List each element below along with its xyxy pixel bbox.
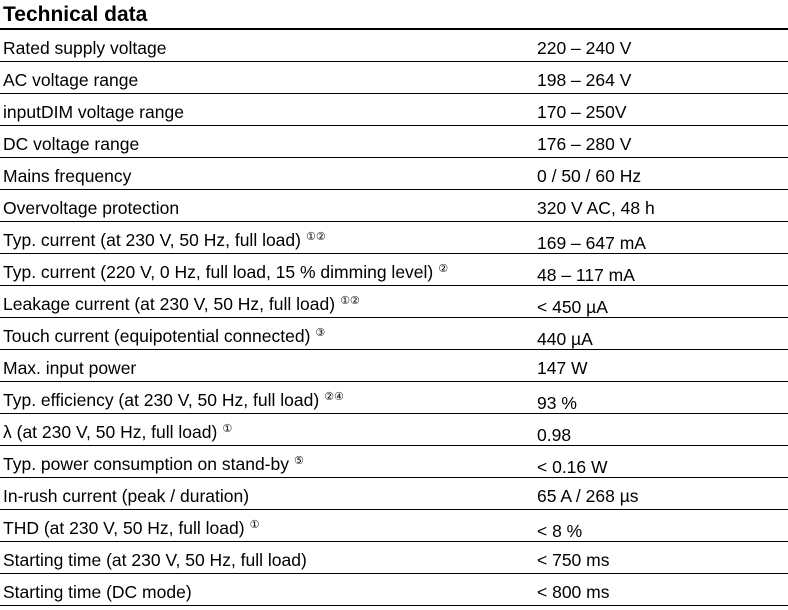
parameter-value: 170 – 250V [537,102,627,122]
table-row: Max. input power 147 W [0,350,788,382]
table-row: Typ. current (220 V, 0 Hz, full load, 15… [0,254,788,286]
parameter-label-text: Starting time (DC mode) [3,582,192,602]
footnote-markers: ① [249,519,260,531]
parameter-label: Typ. current (at 230 V, 50 Hz, full load… [3,227,326,250]
table-row: Typ. power consumption on stand-by ⑤ < 0.1… [0,446,788,478]
footnote-markers: ⑤ [294,455,304,467]
parameter-value: 48 – 117 mA [537,265,635,285]
parameter-value: < 450 µA [537,297,608,317]
table-row: Leakage current (at 230 V, 50 Hz, full l… [0,286,788,318]
table-row: AC voltage range 198 – 264 V [0,62,788,94]
table-row: THD (at 230 V, 50 Hz, full load) ① < 8 % [0,510,788,542]
parameter-value: 220 – 240 V [537,38,632,58]
parameter-label: Typ. current (220 V, 0 Hz, full load, 15… [3,259,448,282]
parameter-label-text: AC voltage range [3,70,139,90]
parameter-value: < 750 ms [537,550,610,570]
table-row: λ (at 230 V, 50 Hz, full load) ① 0.98 [0,414,788,446]
parameter-value: < 0.16 W [537,457,608,477]
parameter-label: In-rush current (peak / duration) [3,486,249,506]
parameter-label: Typ. power consumption on stand-by ⑤ [3,451,304,474]
table-row: Touch current (equipotential connected) ③… [0,318,788,350]
parameter-value: 65 A / 268 µs [537,486,639,506]
parameter-label: λ (at 230 V, 50 Hz, full load) ① [3,419,232,442]
parameter-label: Overvoltage protection [3,198,179,218]
footnote-markers: ①② [305,231,326,243]
parameter-value: < 8 % [537,521,583,541]
parameter-label-text: inputDIM voltage range [3,102,184,122]
parameter-label-text: Typ. current (at 230 V, 50 Hz, full load… [3,230,301,250]
parameter-value: 176 – 280 V [537,134,632,154]
parameter-label-text: DC voltage range [3,134,140,154]
parameter-value: 0 / 50 / 60 Hz [537,166,642,186]
parameter-label: THD (at 230 V, 50 Hz, full load) ① [3,515,259,538]
parameter-label-text: Max. input power [3,358,137,378]
parameter-value: 0.98 [537,425,572,445]
parameter-label-text: Overvoltage protection [3,198,180,218]
parameter-label-text: THD (at 230 V, 50 Hz, full load) [3,518,245,538]
table-row: Starting time (DC mode) < 800 ms [0,574,788,606]
section-title: Technical data [3,3,148,26]
parameter-label: Leakage current (at 230 V, 50 Hz, full l… [3,291,360,314]
parameter-label-text: Mains frequency [3,166,132,186]
parameter-value: 198 – 264 V [537,70,632,90]
technical-data-table: Rated supply voltage 220 – 240 V AC voltag… [0,30,788,606]
table-row: Typ. current (at 230 V, 50 Hz, full load… [0,222,788,254]
parameter-label: AC voltage range [3,70,138,90]
parameter-label: Typ. efficiency (at 230 V, 50 Hz, full l… [3,387,344,410]
parameter-label: Max. input power [3,358,136,378]
table-row: inputDIM voltage range 170 – 250V [0,94,788,126]
parameter-label: Rated supply voltage [3,38,166,58]
parameter-value: < 800 ms [537,582,610,602]
table-row: Starting time (at 230 V, 50 Hz, full loa… [0,542,788,574]
parameter-label: inputDIM voltage range [3,102,184,122]
parameter-value: 440 µA [537,329,593,349]
parameter-label-text: Typ. power consumption on stand-by [3,454,289,474]
parameter-value: 93 % [537,393,577,413]
footnote-markers: ③ [315,327,326,339]
footnote-markers: ② [438,263,449,275]
parameter-label-text: Typ. current (220 V, 0 Hz, full load, 15… [3,262,434,282]
parameter-value: 320 V AC, 48 h [537,198,655,218]
parameter-label: Starting time (at 230 V, 50 Hz, full loa… [3,550,307,570]
table-row: Mains frequency 0 / 50 / 60 Hz [0,158,788,190]
footnote-markers: ②④ [324,391,344,403]
parameter-value: 169 – 647 mA [537,233,646,253]
parameter-label-text: Starting time (at 230 V, 50 Hz, full loa… [3,550,307,570]
parameter-label-text: Typ. efficiency (at 230 V, 50 Hz, full l… [3,390,320,410]
parameter-label: Touch current (equipotential connected) ③ [3,323,325,346]
footnote-markers: ①② [340,295,360,307]
table-row: In-rush current (peak / duration) 65 A / … [0,478,788,510]
parameter-label-text: Leakage current (at 230 V, 50 Hz, full l… [3,294,336,314]
table-row: DC voltage range 176 – 280 V [0,126,788,158]
parameter-label-text: Rated supply voltage [3,38,167,58]
parameter-label: DC voltage range [3,134,139,154]
footnote-markers: ① [222,423,233,435]
parameter-label: Mains frequency [3,166,131,186]
table-row: Typ. efficiency (at 230 V, 50 Hz, full l… [0,382,788,414]
table-row: Rated supply voltage 220 – 240 V [0,30,788,62]
parameter-value: 147 W [537,358,588,378]
parameter-label-text: Touch current (equipotential connected) [3,326,311,346]
parameter-label-text: λ (at 230 V, 50 Hz, full load) [3,422,218,442]
parameter-label: Starting time (DC mode) [3,582,192,602]
table-row: Overvoltage protection 320 V AC, 48 h [0,190,788,222]
title-divider [0,28,788,30]
parameter-label-text: In-rush current (peak / duration) [3,486,250,506]
